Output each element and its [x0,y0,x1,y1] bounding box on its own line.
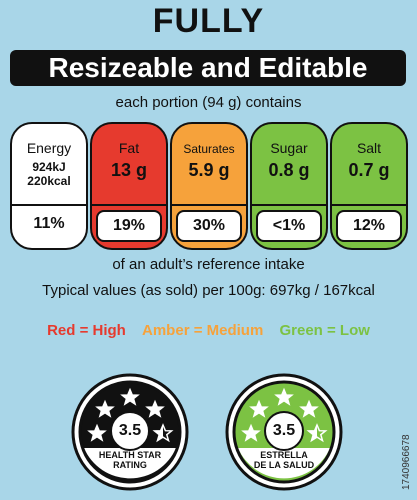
health-star-badge: 3.5 HEALTH STAR RATING [70,370,190,494]
sugar-divider [252,204,326,206]
energy-percent: 11% [33,215,65,232]
energy-card: Energy 924kJ 220kcal 11% [10,122,88,250]
health-star-caption-line1: HEALTH STAR [98,450,162,460]
fat-divider [92,204,166,206]
estrella-caption: ESTRELLA DE LA SALUD [224,450,344,470]
saturates-divider [172,204,246,206]
salt-value: 0.7 g [348,160,390,180]
sugar-name: Sugar [270,140,308,156]
legend-amber: Amber = Medium [142,322,264,339]
legend-red: Red = High [47,322,126,339]
estrella-caption-line2: DE LA SALUD [253,460,315,470]
salt-percent: 12% [336,210,402,242]
sugar-card: Sugar 0.8 g <1% [250,122,328,250]
salt-divider [332,204,406,206]
legend-green: Green = Low [279,322,370,339]
page-title: FULLY [152,2,265,40]
estrella-rating-icon [225,373,343,491]
energy-name: Energy [26,140,72,156]
nutrition-labels: Energy 924kJ 220kcal 11% Fat 13 g 19% Sa… [10,122,408,252]
reference-intake-text: of an adult’s reference intake [112,256,305,273]
fat-name: Fat [118,140,140,156]
estrella-caption-line1: ESTRELLA [260,450,308,460]
estrella-value: 3.5 [272,422,296,439]
typical-values-text: Typical values (as sold) per 100g: 697kg… [42,282,375,299]
portion-text: each portion (94 g) contains [115,94,302,111]
fat-percent: 19% [96,210,162,242]
health-star-value: 3.5 [118,422,142,439]
salt-name: Salt [356,140,382,156]
saturates-card: Saturates 5.9 g 30% [170,122,248,250]
saturates-name: Saturates [183,142,235,156]
salt-card: Salt 0.7 g 12% [330,122,408,250]
energy-kcal: 220kcal [27,174,71,188]
color-legend: Red = High Amber = Medium Green = Low [0,322,417,339]
energy-divider [12,204,86,206]
energy-kj: 924kJ [32,160,66,174]
fat-card: Fat 13 g 19% [90,122,168,250]
saturates-value: 5.9 g [188,160,230,180]
sugar-value: 0.8 g [268,160,310,180]
health-star-caption-line2: RATING [113,460,147,470]
fat-value: 13 g [110,160,148,180]
sugar-percent: <1% [256,210,322,242]
saturates-percent: 30% [176,210,242,242]
health-star-caption: HEALTH STAR RATING [70,450,190,470]
health-star-rating-icon [71,373,189,491]
stock-id-watermark: 1740966678 [401,434,412,490]
title-banner: Resizeable and Editable [10,50,406,86]
estrella-badge: 3.5 ESTRELLA DE LA SALUD [224,370,344,494]
